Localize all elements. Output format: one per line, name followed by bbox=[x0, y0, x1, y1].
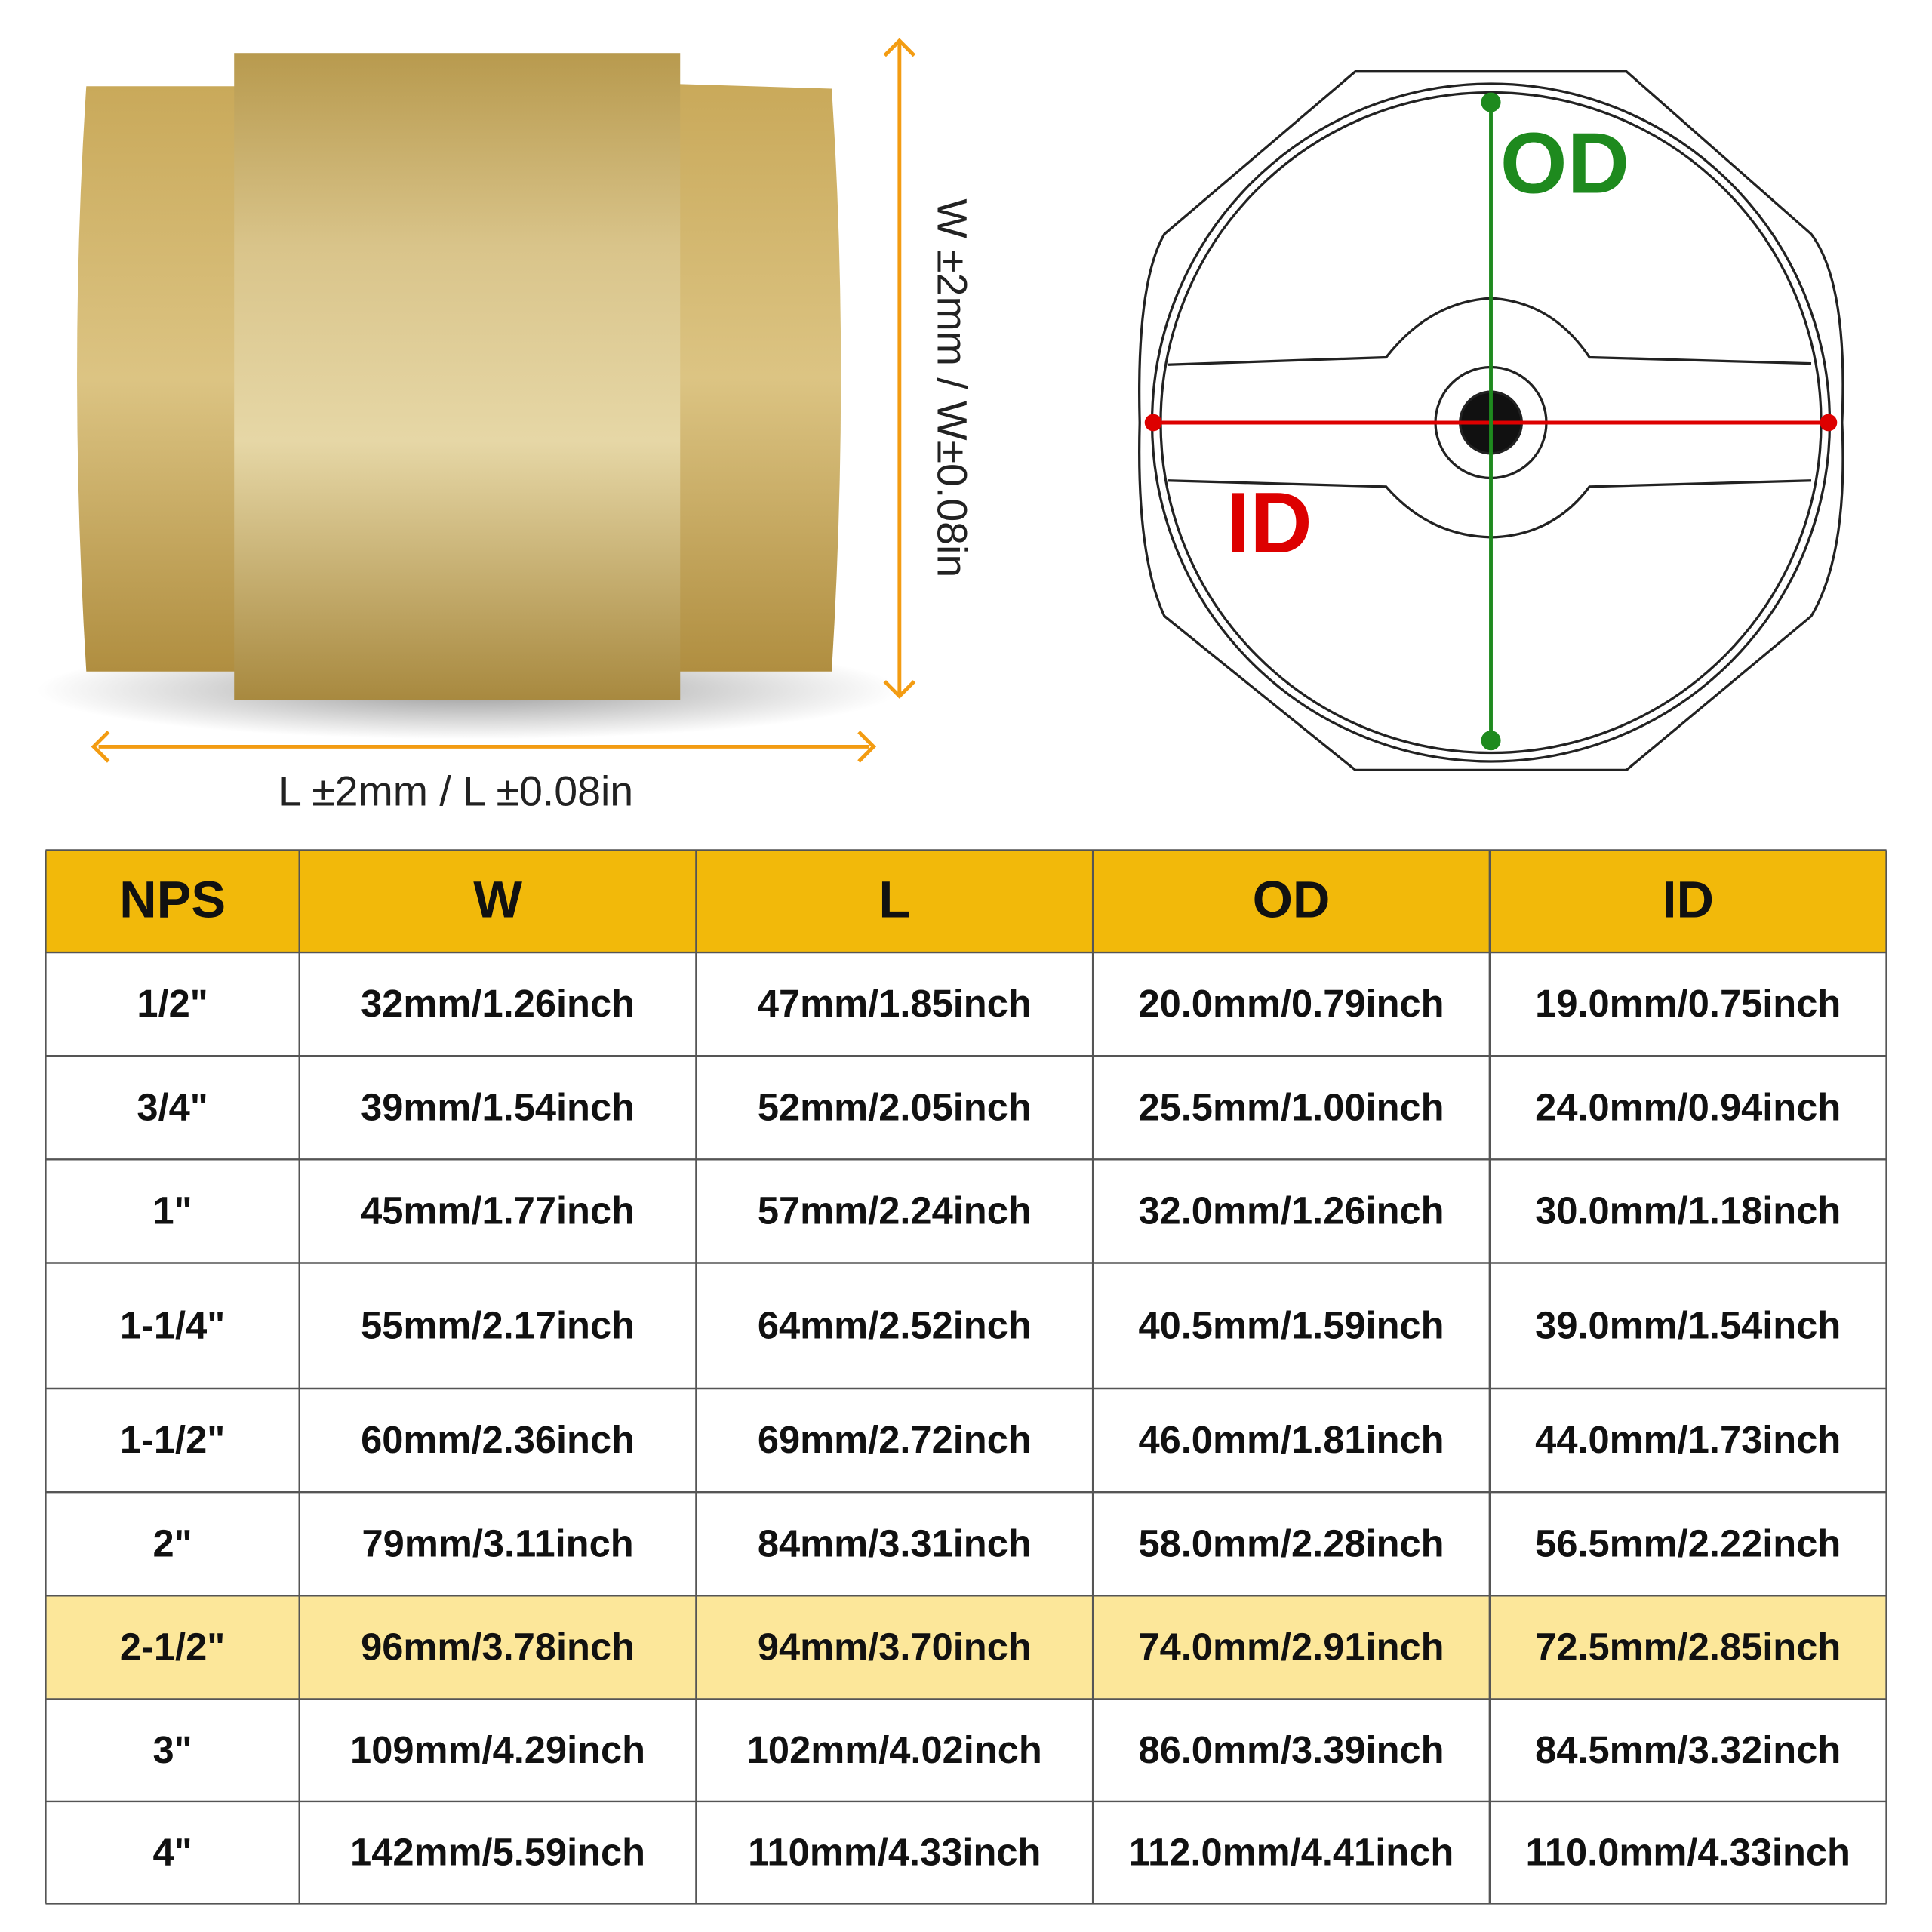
table-cell: 58.0mm/2.28inch bbox=[1138, 1521, 1444, 1564]
header-cell: L bbox=[878, 871, 910, 929]
table-cell: 64mm/2.52inch bbox=[758, 1303, 1032, 1346]
dot bbox=[1481, 731, 1501, 751]
table-cell: 1" bbox=[152, 1189, 192, 1232]
table-cell: 84mm/3.31inch bbox=[758, 1521, 1032, 1564]
table-cell: 47mm/1.85inch bbox=[758, 982, 1032, 1025]
width-label: W ±2mm / W±0.08in bbox=[928, 198, 975, 577]
table-cell: 72.5mm/2.85inch bbox=[1535, 1625, 1841, 1668]
row-bg bbox=[45, 1263, 1887, 1389]
header-cell: W bbox=[473, 871, 522, 929]
row-bg bbox=[45, 1492, 1887, 1596]
row-bg bbox=[45, 952, 1887, 1057]
table-cell: 30.0mm/1.18inch bbox=[1535, 1189, 1841, 1232]
table-cell: 44.0mm/1.73inch bbox=[1535, 1418, 1841, 1461]
row-bg bbox=[45, 1159, 1887, 1263]
dot bbox=[1144, 414, 1162, 432]
outline bbox=[1138, 70, 1844, 772]
header-cell: NPS bbox=[119, 871, 226, 929]
table-cell: 96mm/3.78inch bbox=[361, 1625, 635, 1668]
row-bg bbox=[45, 1389, 1887, 1493]
dot bbox=[1481, 92, 1501, 112]
header-cell: OD bbox=[1253, 871, 1331, 929]
table-cell: 19.0mm/0.75inch bbox=[1535, 982, 1841, 1025]
table-cell: 2-1/2" bbox=[120, 1625, 225, 1668]
table-cell: 110.0mm/4.33inch bbox=[1526, 1830, 1850, 1873]
table-cell: 69mm/2.72inch bbox=[758, 1418, 1032, 1461]
table-cell: 32.0mm/1.26inch bbox=[1138, 1189, 1444, 1232]
table-cell: 25.5mm/1.00inch bbox=[1138, 1085, 1444, 1128]
length-label: L ±2mm / L ±0.08in bbox=[278, 768, 633, 815]
table-cell: 39mm/1.54inch bbox=[361, 1085, 635, 1128]
table-cell: 32mm/1.26inch bbox=[361, 982, 635, 1025]
row-bg bbox=[45, 1699, 1887, 1801]
row-bg bbox=[45, 1595, 1887, 1700]
table-cell: 94mm/3.70inch bbox=[758, 1625, 1032, 1668]
table-cell: 52mm/2.05inch bbox=[758, 1085, 1032, 1128]
product-view: L ±2mm / L ±0.08in W ±2mm / W±0.08in bbox=[36, 38, 975, 815]
table-cell: 142mm/5.59inch bbox=[350, 1830, 645, 1873]
header-cell: ID bbox=[1662, 871, 1714, 929]
table-cell: 74.0mm/2.91inch bbox=[1138, 1625, 1444, 1668]
table-cell: 4" bbox=[152, 1830, 192, 1873]
end-view: OD ID bbox=[1138, 70, 1844, 772]
table-cell: 60mm/2.36inch bbox=[361, 1418, 635, 1461]
arrowheads bbox=[883, 38, 916, 699]
table-cell: 79mm/3.11inch bbox=[362, 1521, 634, 1564]
table-cell: 1/2" bbox=[137, 982, 208, 1025]
table-cell: 56.5mm/2.22inch bbox=[1535, 1521, 1841, 1564]
table-cell: 39.0mm/1.54inch bbox=[1535, 1303, 1841, 1346]
table-cell: 1-1/4" bbox=[120, 1303, 225, 1346]
table-cell: 24.0mm/0.94inch bbox=[1535, 1085, 1841, 1128]
table-cell: 84.5mm/3.32inch bbox=[1535, 1728, 1841, 1771]
table-cell: 110mm/4.33inch bbox=[748, 1830, 1041, 1873]
row-bg bbox=[45, 1056, 1887, 1160]
body bbox=[234, 53, 681, 700]
table-cell: 57mm/2.24inch bbox=[758, 1189, 1032, 1232]
arrowheads bbox=[91, 731, 877, 763]
dot bbox=[1820, 414, 1838, 432]
od-label: OD bbox=[1500, 115, 1629, 211]
right-hex bbox=[671, 84, 841, 672]
table-cell: 40.5mm/1.59inch bbox=[1138, 1303, 1444, 1346]
table-cell: 46.0mm/1.81inch bbox=[1138, 1418, 1444, 1461]
table-cell: 55mm/2.17inch bbox=[361, 1303, 635, 1346]
table-cell: 112.0mm/4.41inch bbox=[1129, 1830, 1454, 1873]
size-table: NPS W L OD ID 1/2" 32mm/1.26inch 47mm/1.85inch 2… bbox=[45, 849, 1887, 1905]
id-label: ID bbox=[1226, 475, 1312, 571]
table-cell: 20.0mm/0.79inch bbox=[1138, 982, 1444, 1025]
table-cell: 102mm/4.02inch bbox=[747, 1728, 1042, 1771]
table-cell: 86.0mm/3.39inch bbox=[1138, 1728, 1444, 1771]
table-cell: 109mm/4.29inch bbox=[350, 1728, 645, 1771]
row-bg bbox=[45, 1801, 1887, 1904]
header-bg bbox=[45, 850, 1887, 953]
table-cell: 3/4" bbox=[137, 1085, 208, 1128]
table-cell: 2" bbox=[152, 1521, 192, 1564]
table-cell: 1-1/2" bbox=[120, 1418, 225, 1461]
table-cell: 3" bbox=[152, 1728, 192, 1771]
left-hex bbox=[77, 86, 247, 672]
table-cell: 45mm/1.77inch bbox=[361, 1189, 635, 1232]
